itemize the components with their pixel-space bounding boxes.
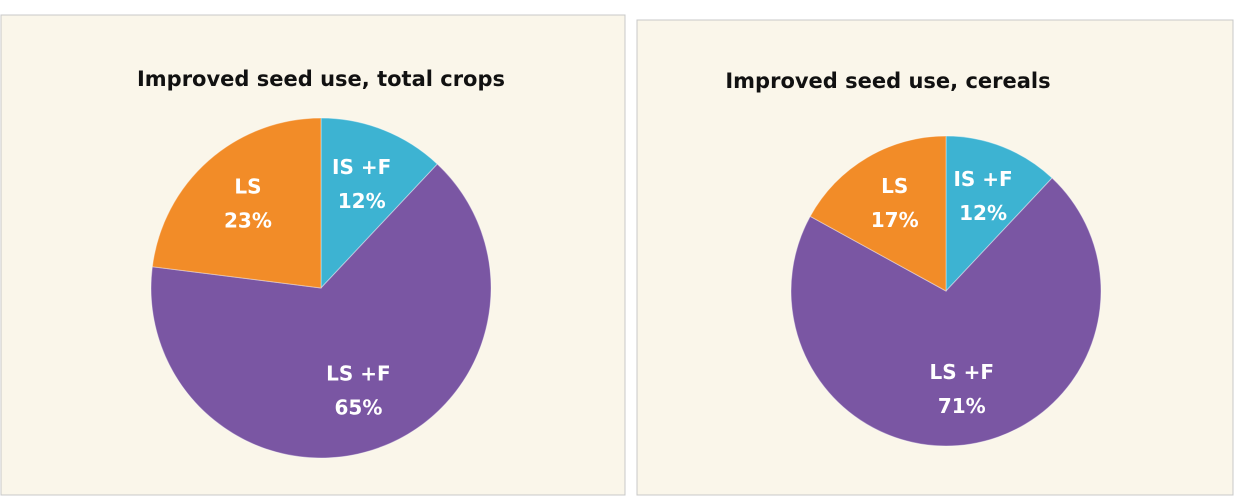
pie-slice [809,135,947,292]
slice-value: 65% [334,395,382,419]
pie-slice [150,163,492,459]
slice-value: 17% [871,208,919,232]
slice-label: LS +F [929,360,994,384]
chart-title: Improved seed use, cereals [725,69,1050,93]
slice-label: IS +F [953,167,1012,191]
slice-label: LS [234,175,261,199]
slice-value: 23% [224,209,272,233]
pie-slice [320,117,439,290]
pie-slice [151,117,322,289]
chart-title: Improved seed use, total crops [137,67,505,91]
pie-slice [790,177,1102,447]
slice-label: LS +F [326,361,391,385]
slice-value: 71% [938,394,986,418]
slice-value: 12% [959,201,1007,225]
slice-label: LS [881,174,908,198]
slice-label: IS +F [332,155,391,179]
pie-slice [945,135,1053,293]
slice-value: 12% [338,189,386,213]
